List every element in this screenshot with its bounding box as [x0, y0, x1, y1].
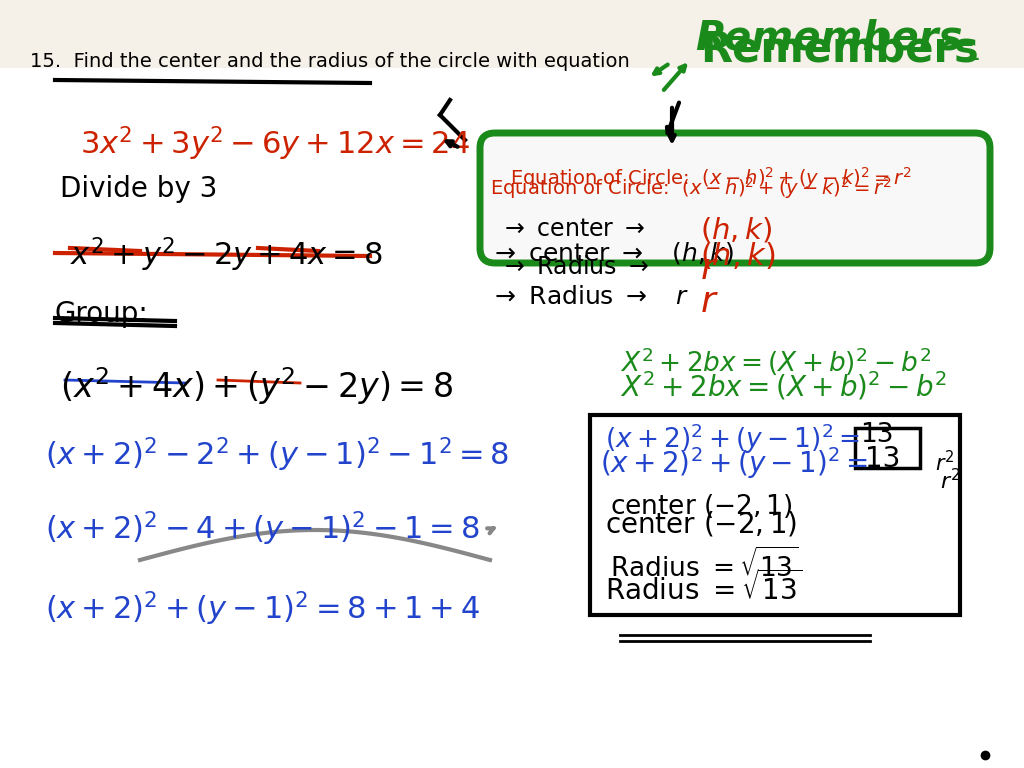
Text: Radius $= \sqrt{13}$: Radius $= \sqrt{13}$: [605, 570, 802, 606]
Text: $(x^2+4x) + (y^2-2y) = 8$: $(x^2+4x) + (y^2-2y) = 8$: [60, 365, 453, 407]
Text: $x^2 + y^2 - 2y + 4x = 8$: $x^2 + y^2 - 2y + 4x = 8$: [70, 235, 383, 273]
Bar: [590, 415, 961, 615]
Text: $\rightarrow$ center $\rightarrow$   $(h, k)$: $\rightarrow$ center $\rightarrow$ $(h, …: [490, 240, 734, 266]
Text: Equation of Circle:  $(x-h)^2 + (y-k)^2 = r^2$: Equation of Circle: $(x-h)^2 + (y-k)^2 =…: [510, 165, 911, 191]
Text: $(x+2)^2 - 4 + (y-1)^2 - 1 = 8$: $(x+2)^2 - 4 + (y-1)^2 - 1 = 8$: [45, 510, 480, 548]
Text: $\rightarrow$ Radius $\rightarrow$: $\rightarrow$ Radius $\rightarrow$: [500, 255, 649, 279]
Text: $X^2 + 2bx = (X+b)^2 - b^2$: $X^2 + 2bx = (X+b)^2 - b^2$: [620, 370, 947, 403]
Text: center $(-2,1)$: center $(-2,1)$: [610, 492, 793, 520]
Text: $(x+2)^2+(y-1)^2 =$: $(x+2)^2+(y-1)^2 =$: [605, 422, 860, 456]
Text: $(h, k)$: $(h, k)$: [700, 215, 772, 244]
Text: $\rightarrow$ center $\rightarrow$: $\rightarrow$ center $\rightarrow$: [500, 217, 645, 241]
Text: $(x+2)^2-2^2 + (y-1)^2 - 1^2 = 8$: $(x+2)^2-2^2 + (y-1)^2 - 1^2 = 8$: [45, 435, 509, 474]
Text: $\rightarrow$ Radius $\rightarrow$   $r$: $\rightarrow$ Radius $\rightarrow$ $r$: [490, 285, 689, 309]
Text: $X^2 + 2bx = (X+b)^2 - b^2$: $X^2 + 2bx = (X+b)^2 - b^2$: [620, 345, 931, 378]
Text: Remembers: Remembers: [700, 28, 979, 70]
Bar: [855, 428, 920, 468]
Text: $(x+2)^2+(y-1)^2 =$: $(x+2)^2+(y-1)^2 =$: [600, 445, 868, 481]
Text: center $(-2,1)$: center $(-2,1)$: [605, 510, 797, 539]
Text: Remembers: Remembers: [695, 18, 963, 58]
Text: $(h, k)$: $(h, k)$: [700, 240, 776, 271]
FancyBboxPatch shape: [480, 133, 990, 263]
Text: $3x^2 + 3y^2 - 6y + 12x = 24$: $3x^2 + 3y^2 - 6y + 12x = 24$: [80, 125, 470, 164]
Text: $(x+2)^2 + (y-1)^2 = 8+1+4$: $(x+2)^2 + (y-1)^2 = 8+1+4$: [45, 590, 480, 628]
Text: Divide by 3: Divide by 3: [60, 175, 217, 203]
Text: $r$: $r$: [700, 285, 719, 319]
FancyBboxPatch shape: [0, 0, 1024, 68]
Text: $r^2$: $r^2$: [935, 450, 954, 475]
Text: -: -: [961, 25, 975, 65]
Text: -: -: [970, 45, 980, 73]
Text: 13: 13: [860, 422, 894, 448]
Text: Radius $= \sqrt{13}$: Radius $= \sqrt{13}$: [610, 548, 798, 583]
Text: 15.  Find the center and the radius of the circle with equation: 15. Find the center and the radius of th…: [30, 52, 630, 71]
Text: $r$: $r$: [700, 252, 719, 286]
Text: Equation of Circle:  $(x-h)^2 + (y-k)^2 = r^2$: Equation of Circle: $(x-h)^2 + (y-k)^2 =…: [490, 175, 892, 201]
Text: 13: 13: [865, 445, 900, 473]
Text: Group:: Group:: [55, 300, 148, 328]
Text: $r^2$: $r^2$: [940, 468, 961, 493]
